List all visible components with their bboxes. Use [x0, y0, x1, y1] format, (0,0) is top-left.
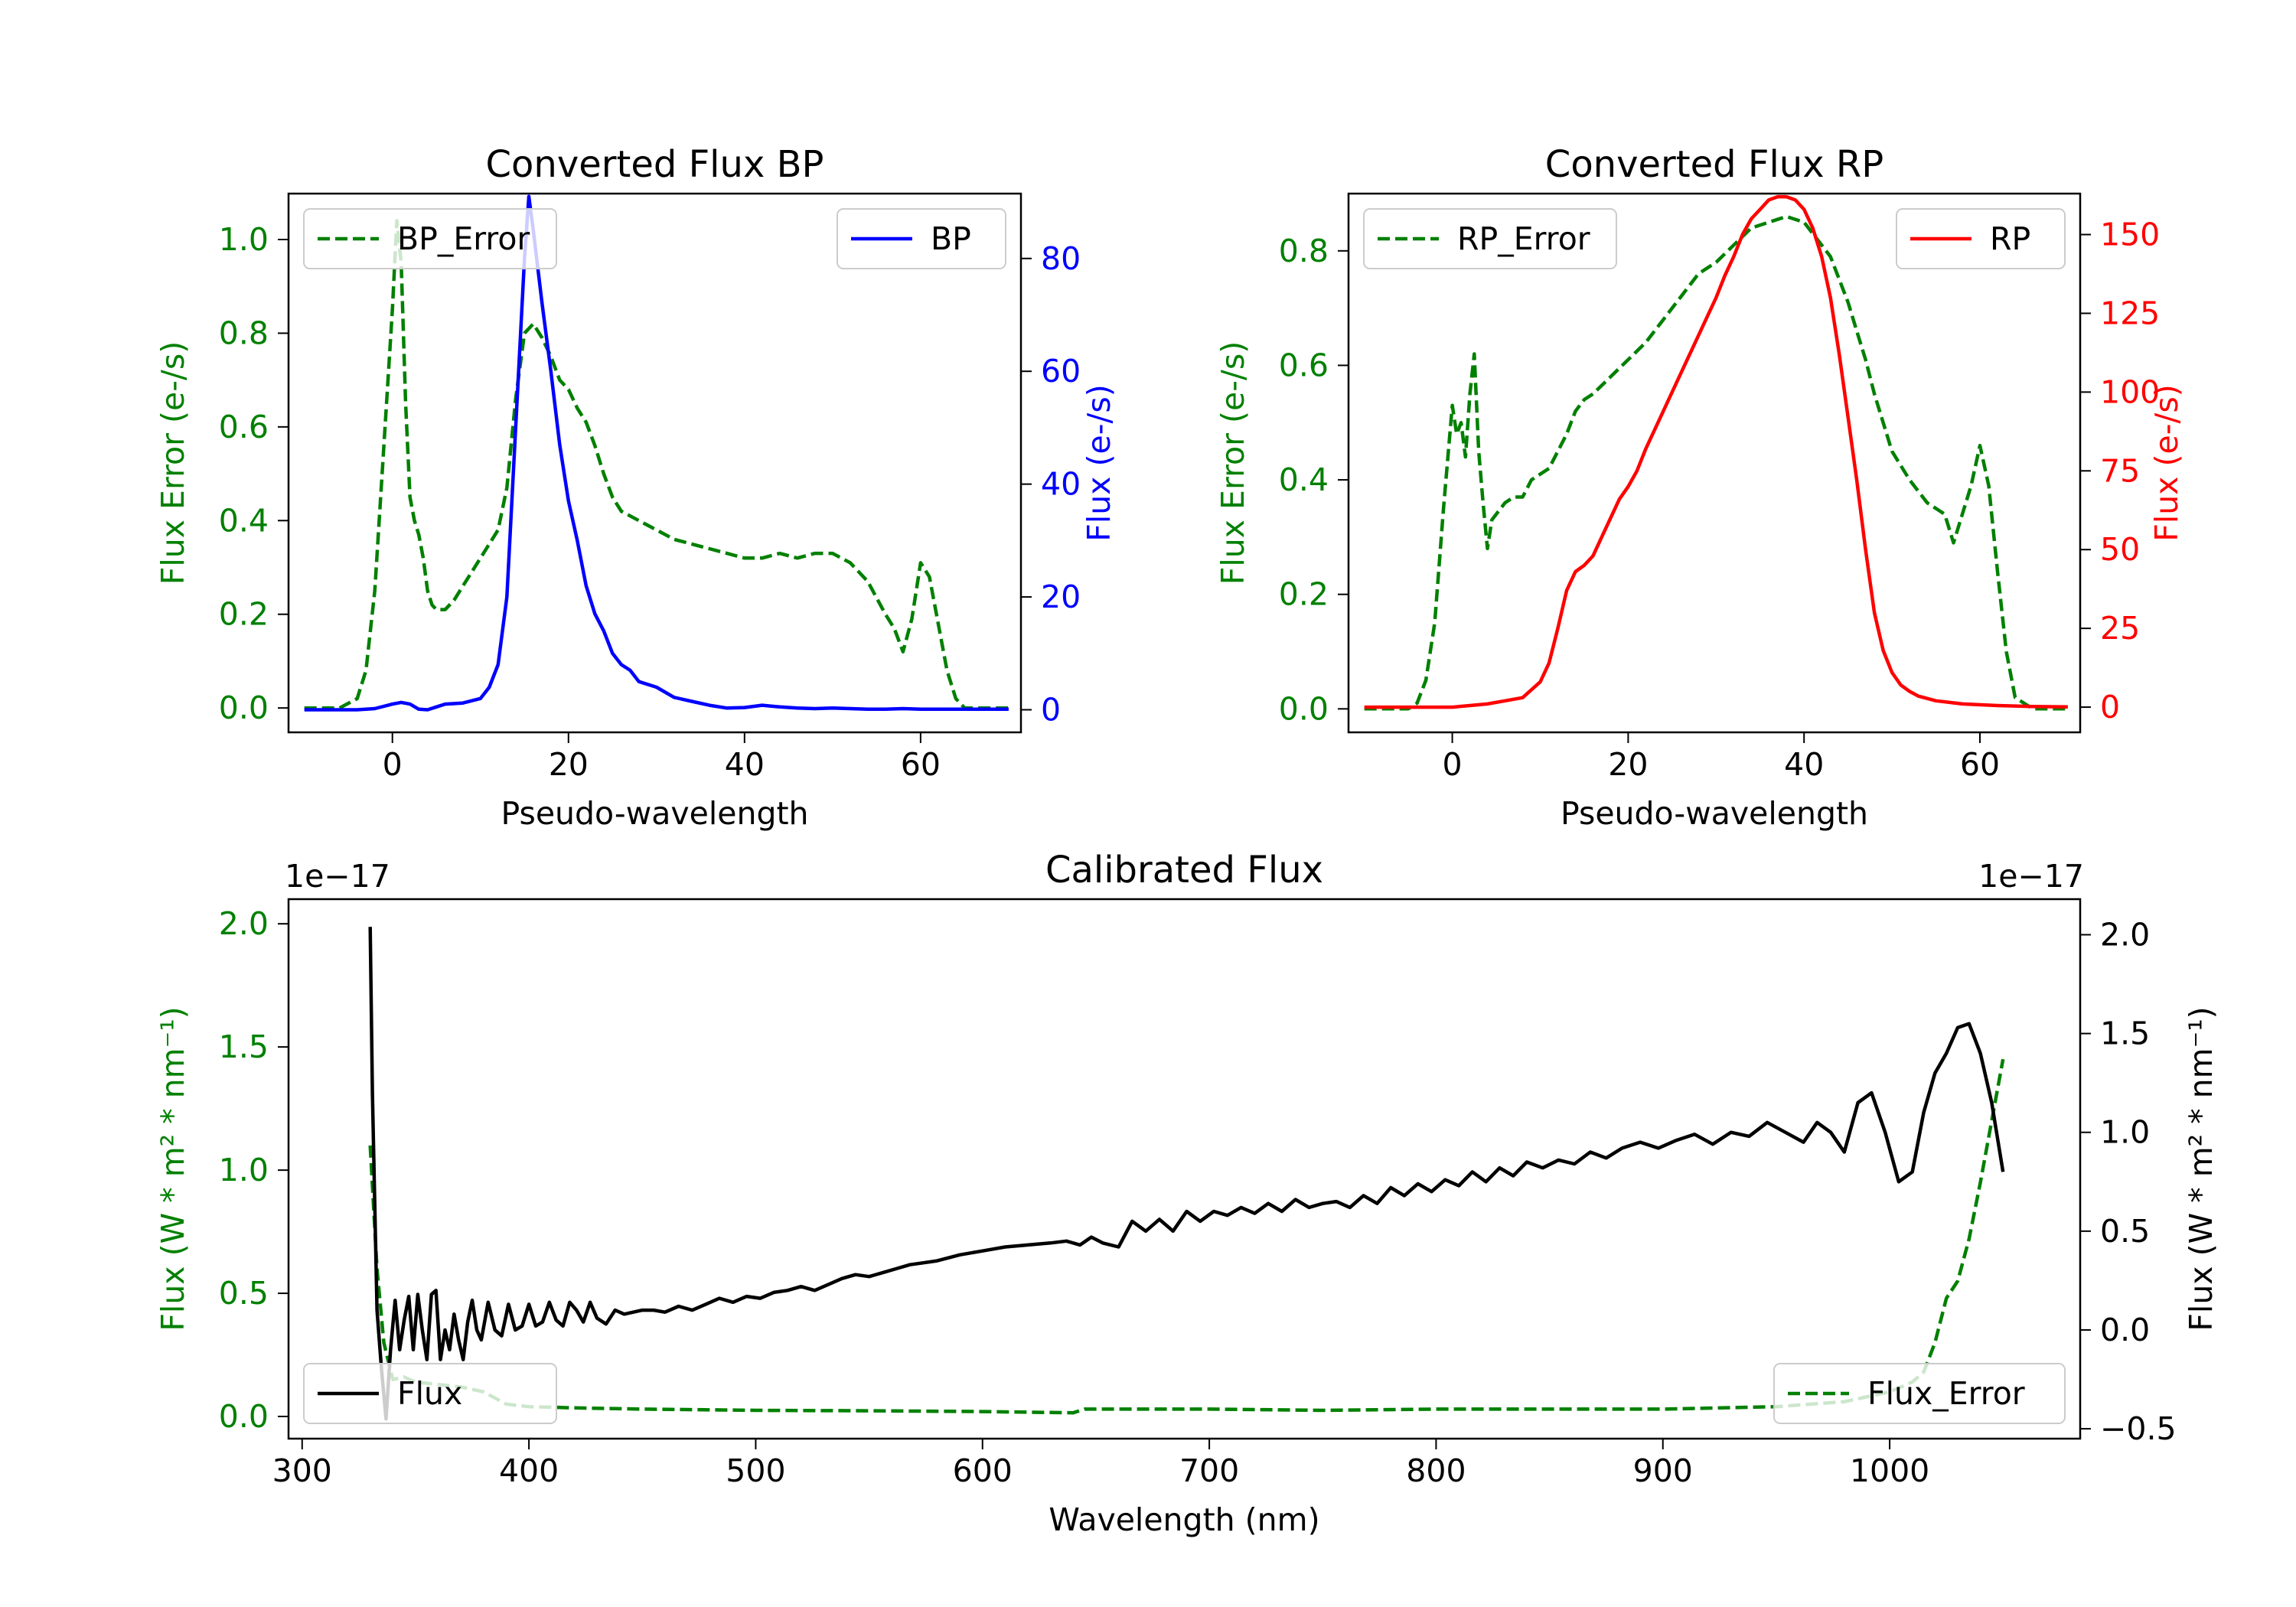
right-y-tick-label: 75 [2100, 452, 2140, 489]
legend-box [303, 1363, 557, 1424]
left-y-tick-label: 0.8 [219, 315, 269, 351]
legend-right: Flux_Error [1773, 1363, 2066, 1424]
plot-frame [1347, 192, 2082, 734]
right-y-axis-label: Flux (W * m² * nm⁻¹) [2183, 1006, 2219, 1331]
right-y-tick-label: 40 [1041, 466, 1081, 503]
legend-label: RP [1990, 220, 2030, 257]
legend-label: Flux [397, 1375, 462, 1412]
left-y-tick-label: 0.0 [219, 689, 269, 726]
left-scale-label: 1e−17 [285, 858, 390, 895]
series-group [368, 927, 2005, 1421]
x-tick-label: 300 [272, 1452, 332, 1489]
right-y-tick-label: 1.0 [2100, 1114, 2150, 1151]
left-y-tick-label: 0.0 [219, 1398, 269, 1435]
x-tick-label: 60 [1960, 746, 2000, 783]
legend-left: Flux [303, 1363, 557, 1424]
x-tick-label: 1000 [1850, 1452, 1929, 1489]
left-y-tick-label: 0.0 [1279, 690, 1329, 727]
x-tick-label: 400 [499, 1452, 559, 1489]
legend-label: Flux_Error [1867, 1375, 2025, 1412]
x-tick-label: 20 [1608, 746, 1648, 783]
series-group [304, 194, 1009, 712]
legend-box [1896, 208, 2066, 269]
left-y-tick-label: 0.8 [1279, 233, 1329, 269]
plot-frame [287, 898, 2082, 1440]
legend-label: RP_Error [1457, 220, 1590, 257]
right-y-tick-label: 25 [2100, 610, 2140, 647]
legend-box [303, 208, 557, 269]
left-y-axis-label: Flux Error (e-/s) [155, 341, 191, 585]
x-tick-label: 900 [1633, 1452, 1693, 1489]
subplot-3: 300 400 500 600 700 800 900 1000 Wavelength (nm)… [155, 849, 2219, 1538]
x-tick-label: 40 [1784, 746, 1824, 783]
left-y-tick-label: 0.5 [219, 1275, 269, 1312]
x-axis-label: Pseudo-wavelength [1561, 795, 1868, 832]
right-scale-label: 1e−17 [1978, 858, 2084, 895]
series-line-flux-error [368, 1058, 2005, 1415]
left-y-tick-label: 0.6 [219, 409, 269, 445]
subplot-2: 0 20 40 60 Pseudo-wavelength 0.0 0.2 0.4 0.6 0.8 F… [1215, 143, 2185, 832]
series-group [1364, 194, 2068, 711]
chart-title: Converted Flux BP [486, 143, 824, 186]
left-y-tick-label: 1.0 [219, 221, 269, 258]
x-tick-label: 20 [549, 746, 589, 783]
left-y-tick-label: 2.0 [219, 905, 269, 942]
left-y-tick-label: 0.2 [1279, 576, 1329, 613]
x-axis-label: Pseudo-wavelength [501, 795, 808, 832]
legend-right: RP [1896, 208, 2066, 269]
series-line-rp-error [1364, 214, 2068, 711]
subplot-1: 0 20 40 60 Pseudo-wavelength 0.0 0.2 0.4 0.6 0.8 1… [155, 143, 1117, 832]
right-y-tick-label: 2.0 [2100, 916, 2150, 953]
legend-left: RP_Error [1363, 208, 1617, 269]
series-line-bp [304, 194, 1009, 712]
x-tick-label: 700 [1179, 1452, 1239, 1489]
series-line-bp-error [304, 219, 1009, 710]
x-tick-label: 800 [1406, 1452, 1466, 1489]
legend-right: BP [837, 208, 1006, 269]
right-y-tick-label: 1.5 [2100, 1015, 2150, 1052]
legend-box [837, 208, 1006, 269]
plot-frame [287, 192, 1022, 734]
legend-label: BP [931, 220, 971, 257]
right-y-tick-label: 20 [1041, 579, 1081, 615]
right-y-tick-label: 80 [1041, 240, 1081, 277]
x-tick-label: 600 [953, 1452, 1013, 1489]
left-y-tick-label: 0.4 [219, 502, 269, 539]
series-line-rp [1364, 194, 2068, 709]
x-axis-label: Wavelength (nm) [1049, 1501, 1319, 1538]
x-tick-label: 500 [726, 1452, 785, 1489]
left-y-tick-label: 0.4 [1279, 461, 1329, 498]
series-line-flux [368, 927, 2005, 1421]
left-y-tick-label: 1.5 [219, 1028, 269, 1065]
right-y-tick-label: 60 [1041, 353, 1081, 390]
left-y-tick-label: 0.2 [219, 596, 269, 633]
right-y-tick-label: 125 [2100, 295, 2160, 331]
right-y-tick-label: 0 [2100, 689, 2120, 725]
chart-title: Converted Flux RP [1545, 143, 1883, 186]
right-y-tick-label: 0 [1041, 692, 1061, 729]
legend-label: BP_Error [397, 220, 530, 257]
right-y-tick-label: −0.5 [2100, 1410, 2177, 1447]
x-tick-label: 60 [901, 746, 941, 783]
left-y-tick-label: 0.6 [1279, 347, 1329, 383]
x-tick-label: 40 [725, 746, 765, 783]
left-y-tick-label: 1.0 [219, 1152, 269, 1188]
right-y-tick-label: 100 [2100, 373, 2160, 410]
left-y-axis-label: Flux Error (e-/s) [1215, 341, 1251, 585]
right-y-tick-label: 150 [2100, 217, 2160, 253]
legend-box [1773, 1363, 2066, 1424]
right-y-axis-label: Flux (e-/s) [2148, 384, 2185, 541]
chart-title: Calibrated Flux [1045, 849, 1323, 892]
legend-box [1363, 208, 1617, 269]
left-y-axis-label: Flux (W * m² * nm⁻¹) [155, 1006, 191, 1331]
x-tick-label: 0 [1443, 746, 1463, 783]
right-y-tick-label: 50 [2100, 531, 2140, 568]
legend-left: BP_Error [303, 208, 557, 269]
right-y-tick-label: 0.0 [2100, 1312, 2150, 1348]
right-y-axis-label: Flux (e-/s) [1081, 384, 1117, 541]
x-tick-label: 0 [383, 746, 403, 783]
right-y-tick-label: 0.5 [2100, 1213, 2150, 1250]
